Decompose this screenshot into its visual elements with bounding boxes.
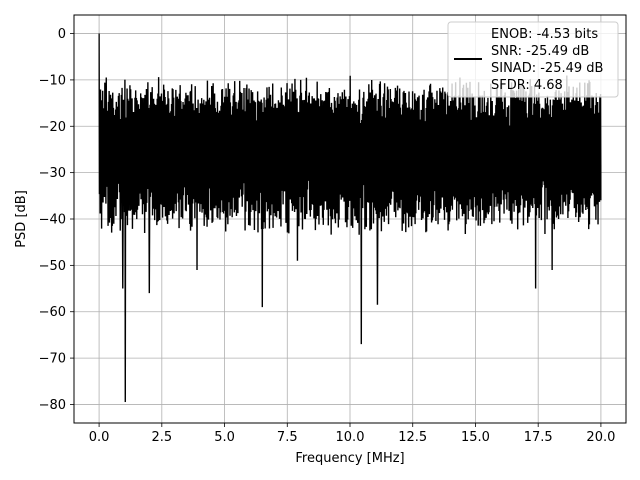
plot-area (99, 34, 601, 403)
y-tick-label: −10 (39, 73, 66, 88)
y-tick-label: −40 (39, 213, 66, 228)
legend: ENOB: -4.53 bits SNR: -25.49 dB SINAD: -… (447, 21, 619, 98)
legend-entry-enob: ENOB: -4.53 bits (491, 27, 598, 42)
legend-box (447, 21, 619, 98)
legend-entry-snr: SNR: -25.49 dB (491, 44, 589, 59)
legend-entry-sinad: SINAD: -25.49 dB (491, 61, 603, 76)
y-tick-label: −60 (39, 305, 66, 320)
psd-series-line (99, 34, 601, 403)
x-tick-label: 7.5 (277, 430, 298, 445)
x-tick-label: 17.5 (524, 430, 553, 445)
y-tick-label: −50 (39, 259, 66, 274)
y-tick-label: −80 (39, 398, 66, 413)
x-tick-label: 0.0 (89, 430, 110, 445)
legend-entry-sfdr: SFDR: 4.68 (491, 78, 563, 93)
y-tick-label: −30 (39, 166, 66, 181)
x-tick-label: 12.5 (398, 430, 427, 445)
x-tick-label: 5.0 (214, 430, 235, 445)
x-tick-label: 20.0 (586, 430, 615, 445)
y-axis-label: PSD [dB] (14, 190, 29, 248)
ticks: 0.0 2.5 5.0 7.5 10.0 12.5 15.0 17.5 20.0 0 −10 −20 −… (39, 27, 616, 445)
x-axis-label: Frequency [MHz] (295, 451, 404, 466)
y-tick-label: −70 (39, 352, 66, 367)
x-tick-label: 2.5 (151, 430, 172, 445)
y-tick-label: −20 (39, 120, 66, 135)
y-tick-label: 0 (58, 27, 66, 42)
x-tick-label: 15.0 (461, 430, 490, 445)
x-tick-label: 10.0 (336, 430, 365, 445)
